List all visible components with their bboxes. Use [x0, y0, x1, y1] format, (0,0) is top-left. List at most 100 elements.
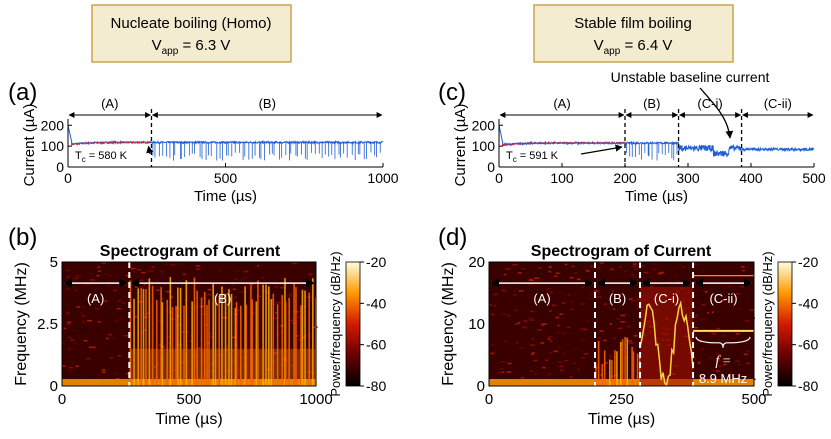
noise-speck — [547, 335, 553, 338]
noise-speck — [490, 343, 495, 346]
noise-speck — [225, 370, 231, 372]
x-tick-label: 500 — [802, 170, 826, 186]
noise-speck — [643, 271, 649, 274]
region-label: (A) — [553, 96, 570, 111]
noise-speck — [200, 297, 206, 299]
noise-speck — [660, 271, 664, 274]
noise-speck — [106, 285, 111, 287]
x-tick-label: 200 — [613, 170, 637, 186]
noise-speck — [304, 335, 308, 337]
tc-value: = 580 K — [86, 150, 128, 162]
noise-speck — [674, 275, 677, 278]
frequency-brace — [695, 336, 751, 348]
noise-speck — [249, 283, 254, 286]
noise-speck — [243, 276, 248, 278]
condition-box-left-title: Nucleate boiling (Homo) — [111, 15, 272, 32]
noise-speck — [89, 346, 92, 349]
noise-speck — [741, 265, 745, 268]
noise-speck — [521, 270, 526, 272]
noise-speck — [114, 288, 117, 291]
noise-speck — [580, 357, 585, 359]
noise-speck — [113, 373, 119, 375]
noise-speck — [718, 365, 723, 368]
noise-speck — [731, 359, 735, 362]
noise-speck — [165, 263, 169, 265]
noise-speck — [745, 338, 749, 340]
frequency-value: 8.9 MHz — [699, 371, 747, 386]
noise-speck — [63, 327, 67, 330]
noise-speck — [580, 303, 585, 305]
noise-speck — [514, 323, 519, 325]
noise-speck — [71, 362, 75, 364]
broadband-stripe — [145, 289, 147, 386]
noise-speck — [156, 295, 161, 297]
broadband-stripe — [191, 301, 193, 386]
noise-speck — [589, 293, 595, 296]
noise-speck — [502, 361, 506, 363]
noise-speck — [128, 273, 134, 275]
broadband-stripe — [265, 284, 267, 386]
noise-speck — [160, 270, 164, 272]
noise-speck — [707, 312, 710, 314]
noise-speck — [547, 293, 552, 295]
y-tick-label: 0 — [487, 159, 495, 175]
noise-speck — [595, 364, 600, 366]
noise-speck — [164, 343, 168, 345]
noise-speck — [626, 325, 632, 328]
noise-speck — [176, 334, 181, 336]
noise-speck — [117, 299, 121, 302]
y-tick-label: 100 — [41, 138, 65, 154]
noise-speck — [516, 341, 519, 344]
noise-speck — [563, 332, 566, 334]
noise-speck — [747, 365, 752, 368]
noise-speck — [228, 346, 232, 348]
noise-speck — [731, 339, 736, 342]
broadband-stripe — [200, 297, 203, 386]
noise-speck — [620, 321, 625, 323]
noise-speck — [701, 304, 706, 306]
noise-speck — [619, 266, 622, 268]
x-tick-label: 0 — [64, 170, 72, 186]
noise-speck — [240, 291, 246, 293]
noise-speck — [228, 357, 233, 359]
broadband-stripe — [235, 302, 238, 386]
noise-speck — [616, 278, 620, 280]
y-tick-label: 0 — [477, 378, 485, 395]
noise-speck — [310, 300, 313, 303]
noise-speck — [547, 373, 551, 375]
noise-speck — [257, 265, 260, 267]
noise-speck — [224, 348, 229, 351]
noise-speck — [298, 316, 301, 319]
noise-speck — [548, 266, 552, 268]
noise-speck — [693, 357, 697, 359]
noise-speck — [98, 270, 101, 272]
noise-speck — [596, 267, 600, 270]
x-tick-label: 500 — [741, 391, 766, 408]
noise-speck — [285, 378, 289, 380]
noise-speck — [750, 297, 753, 300]
noise-speck — [699, 291, 703, 294]
broadband-stripe — [212, 282, 214, 386]
noise-speck — [554, 275, 558, 278]
broadband-stripe — [214, 295, 217, 386]
noise-speck — [502, 313, 506, 315]
noise-speck — [734, 302, 739, 304]
noise-speck — [298, 339, 301, 341]
noise-speck — [557, 324, 560, 327]
noise-speck — [607, 354, 612, 356]
noise-speck — [608, 342, 614, 344]
noise-speck — [529, 324, 534, 326]
broadband-stripe — [171, 307, 174, 386]
noise-speck — [544, 358, 549, 361]
noise-speck — [573, 348, 577, 351]
noise-speck — [290, 364, 295, 367]
y-tick-label: 10 — [468, 316, 485, 333]
broadband-stripe — [161, 302, 164, 386]
noise-speck — [297, 276, 300, 278]
noise-speck — [732, 364, 737, 367]
noise-speck — [136, 268, 141, 271]
noise-speck — [107, 333, 112, 336]
broadband-stripe — [234, 307, 237, 386]
noise-speck — [746, 362, 751, 365]
tc-annotation: Tc = 580 K — [75, 150, 128, 164]
